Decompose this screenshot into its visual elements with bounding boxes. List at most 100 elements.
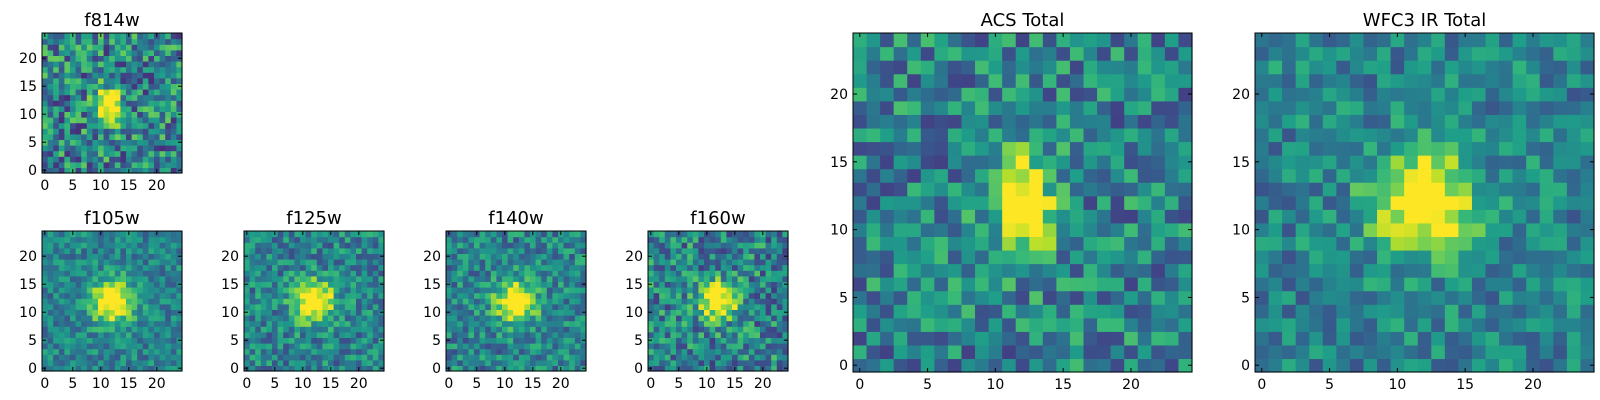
heatmap-cell <box>103 61 110 68</box>
heatmap-cell <box>260 303 267 310</box>
heatmap-cell <box>648 320 655 327</box>
heatmap-cell <box>53 150 60 157</box>
heatmap-cell <box>664 242 671 249</box>
heatmap-cell <box>961 114 976 129</box>
heatmap-cell <box>676 337 683 344</box>
heatmap-cell <box>468 348 475 355</box>
heatmap-cell <box>92 264 99 271</box>
heatmap-cell <box>1566 46 1582 61</box>
heatmap-cell <box>907 100 922 115</box>
heatmap-cell <box>114 343 121 350</box>
heatmap-cell <box>126 343 133 350</box>
heatmap-cell <box>920 249 935 265</box>
heatmap-cell <box>148 259 155 266</box>
heatmap-cell <box>934 60 949 75</box>
heatmap-cell <box>53 49 60 56</box>
heatmap-cell <box>1097 304 1112 319</box>
heatmap-cell <box>47 275 54 282</box>
heatmap-cell <box>490 309 497 316</box>
heatmap-cell <box>1499 46 1514 61</box>
heatmap-cell <box>853 155 868 170</box>
heatmap-cell <box>86 303 93 310</box>
heatmap-cell <box>120 275 127 282</box>
heatmap-cell <box>569 264 576 271</box>
heatmap-cell <box>664 292 671 299</box>
heatmap-cell <box>541 287 548 294</box>
heatmap-cell <box>165 331 172 338</box>
heatmap-cell <box>670 298 677 305</box>
heatmap-cell <box>485 231 492 238</box>
heatmap-cell <box>1526 263 1541 278</box>
heatmap-cell <box>720 331 727 338</box>
heatmap-cell <box>148 298 155 305</box>
heatmap-cell <box>1029 304 1044 319</box>
heatmap-cell <box>1539 195 1554 210</box>
heatmap-cell <box>142 337 149 344</box>
heatmap-cell <box>300 343 307 350</box>
heatmap-cell <box>1336 168 1351 183</box>
heatmap-cell <box>947 236 963 251</box>
heatmap-cell <box>1178 236 1193 251</box>
heatmap-cell <box>692 292 699 299</box>
heatmap-cell <box>541 315 548 322</box>
heatmap-cell <box>474 253 481 260</box>
heatmap-cell <box>1566 155 1582 170</box>
heatmap-cell <box>1444 304 1459 319</box>
heatmap-cell <box>42 348 49 355</box>
heatmap-cell <box>47 236 54 243</box>
heatmap-cell <box>502 275 509 282</box>
heatmap-cell <box>1580 168 1595 183</box>
heatmap-cell <box>86 343 93 350</box>
heatmap-cell <box>541 309 548 316</box>
heatmap-cell <box>378 270 385 277</box>
heatmap-cell <box>1151 304 1166 319</box>
heatmap-cell <box>81 242 88 249</box>
heatmap-cell <box>681 315 688 322</box>
heatmap-cell <box>975 182 990 197</box>
heatmap-cell <box>103 287 110 294</box>
heatmap-cell <box>311 348 318 355</box>
heatmap-cell <box>131 72 138 79</box>
heatmap-cell <box>137 348 144 355</box>
heatmap-cell <box>1363 304 1378 319</box>
heatmap-cell <box>1124 87 1139 102</box>
heatmap-cell <box>653 354 660 361</box>
heatmap-cell <box>720 281 727 288</box>
heatmap-cell <box>479 359 486 366</box>
heatmap-cell <box>311 359 318 366</box>
heatmap-cell <box>541 259 548 266</box>
heatmap-cell <box>1255 182 1270 197</box>
heatmap-cell <box>468 320 475 327</box>
heatmap-cell <box>98 77 105 84</box>
heatmap-cell <box>260 264 267 271</box>
heatmap-cell <box>103 337 110 344</box>
heatmap-cell <box>142 270 149 277</box>
heatmap-cell <box>1056 263 1071 278</box>
heatmap-cell <box>880 168 895 183</box>
heatmap-cell <box>1029 87 1044 102</box>
y-tick-label: 15 <box>19 277 37 293</box>
y-tick-label: 5 <box>839 290 848 306</box>
heatmap-cell <box>142 298 149 305</box>
heatmap-cell <box>715 365 722 372</box>
heatmap-cell <box>249 292 256 299</box>
heatmap-cell <box>776 292 783 299</box>
heatmap-cell <box>546 236 553 243</box>
heatmap-cell <box>446 331 453 338</box>
heatmap-cell <box>507 253 514 260</box>
heatmap-cell <box>659 281 666 288</box>
heatmap-cell <box>1580 249 1595 265</box>
heatmap-cell <box>1390 304 1405 319</box>
heatmap-cell <box>92 315 99 322</box>
heatmap-cell <box>496 236 503 243</box>
heatmap-cell <box>1336 317 1351 332</box>
heatmap-cell <box>356 264 363 271</box>
heatmap-cell <box>569 354 576 361</box>
heatmap-cell <box>681 359 688 366</box>
heatmap-cell <box>86 270 93 277</box>
heatmap-cell <box>670 331 677 338</box>
heatmap-cell <box>580 259 587 266</box>
heatmap-cell <box>474 259 481 266</box>
heatmap-cell <box>880 141 895 156</box>
heatmap-cell <box>880 358 895 373</box>
